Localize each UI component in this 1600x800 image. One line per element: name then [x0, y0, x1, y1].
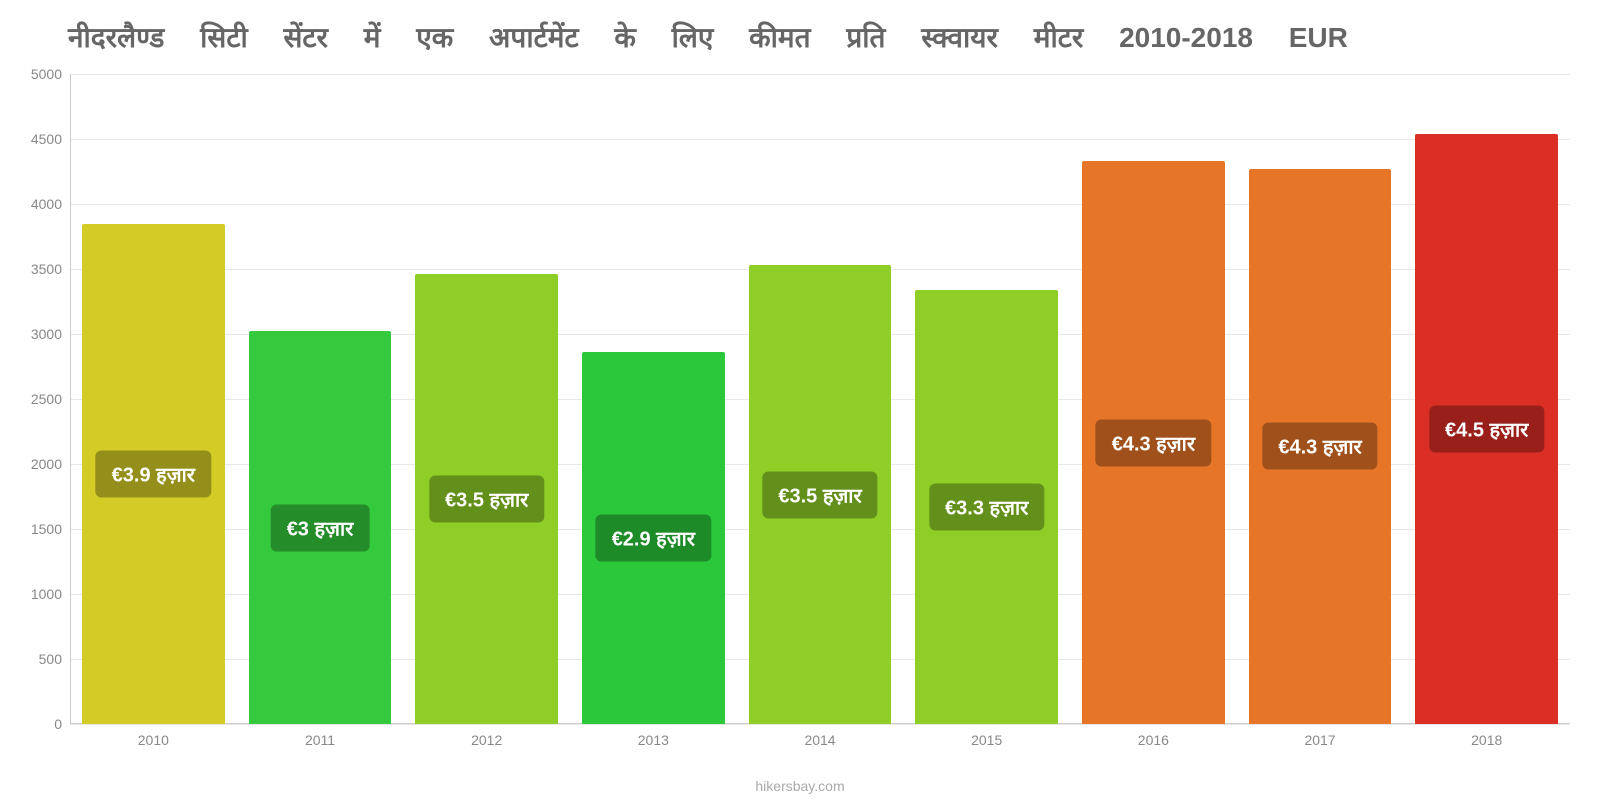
y-axis-label: 4500 [22, 131, 62, 147]
bar-value-badge: €4.3 हज़ार [1262, 423, 1377, 470]
bar: €3.5 हज़ार [749, 265, 892, 724]
bar-value-badge: €3.5 हज़ार [429, 476, 544, 523]
x-axis-label: 2018 [1403, 724, 1570, 754]
bar-value-badge: €4.3 हज़ार [1096, 419, 1211, 466]
bar: €3.5 हज़ार [415, 274, 558, 724]
x-axis-label: 2011 [237, 724, 404, 754]
bar-wrapper: €2.9 हज़ार [570, 74, 737, 724]
bar: €3.9 हज़ार [82, 224, 225, 725]
bar-wrapper: €3.9 हज़ार [70, 74, 237, 724]
y-axis-label: 3500 [22, 261, 62, 277]
y-axis-label: 2000 [22, 456, 62, 472]
x-axis-label: 2012 [403, 724, 570, 754]
bar-value-badge: €3.5 हज़ार [762, 471, 877, 518]
chart-container: नीदरलैण्ड सिटी सेंटर में एक अपार्टमेंट क… [0, 0, 1600, 800]
x-axis-label: 2013 [570, 724, 737, 754]
bar-value-badge: €3 हज़ार [271, 504, 370, 551]
bar-wrapper: €3.3 हज़ार [903, 74, 1070, 724]
x-axis-label: 2010 [70, 724, 237, 754]
bar: €4.5 हज़ार [1415, 134, 1558, 724]
x-axis-label: 2017 [1237, 724, 1404, 754]
bar-wrapper: €3 हज़ार [237, 74, 404, 724]
bar-wrapper: €3.5 हज़ार [737, 74, 904, 724]
y-axis-label: 2500 [22, 391, 62, 407]
x-axis-label: 2015 [903, 724, 1070, 754]
y-axis-label: 3000 [22, 326, 62, 342]
y-axis-label: 4000 [22, 196, 62, 212]
bar-wrapper: €3.5 हज़ार [403, 74, 570, 724]
y-axis-label: 1500 [22, 521, 62, 537]
bar-wrapper: €4.3 हज़ार [1070, 74, 1237, 724]
bar: €4.3 हज़ार [1082, 161, 1225, 724]
x-axis-label: 2016 [1070, 724, 1237, 754]
chart-title: नीदरलैण्ड सिटी सेंटर में एक अपार्टमेंट क… [60, 10, 1570, 74]
y-axis-label: 1000 [22, 586, 62, 602]
chart-area: 0500100015002000250030003500400045005000… [70, 74, 1570, 754]
bar-value-badge: €3.3 हज़ार [929, 483, 1044, 530]
bar-value-badge: €3.9 हज़ार [96, 450, 211, 497]
bar: €3.3 हज़ार [915, 290, 1058, 724]
bar: €4.3 हज़ार [1249, 169, 1392, 724]
chart-source: hikersbay.com [755, 778, 844, 794]
bar-value-badge: €4.5 हज़ार [1429, 405, 1544, 452]
x-axis-label: 2014 [737, 724, 904, 754]
x-axis: 201020112012201320142015201620172018 [70, 724, 1570, 754]
bar-wrapper: €4.5 हज़ार [1403, 74, 1570, 724]
y-axis-label: 5000 [22, 66, 62, 82]
y-axis-label: 500 [22, 651, 62, 667]
chart-bars: €3.9 हज़ार €3 हज़ार €3.5 हज़ार €2.9 हज़ार €3… [70, 74, 1570, 724]
bar-wrapper: €4.3 हज़ार [1237, 74, 1404, 724]
bar-value-badge: €2.9 हज़ार [596, 515, 711, 562]
bar: €3 हज़ार [249, 331, 392, 724]
bar: €2.9 हज़ार [582, 352, 725, 724]
y-axis-label: 0 [22, 716, 62, 732]
